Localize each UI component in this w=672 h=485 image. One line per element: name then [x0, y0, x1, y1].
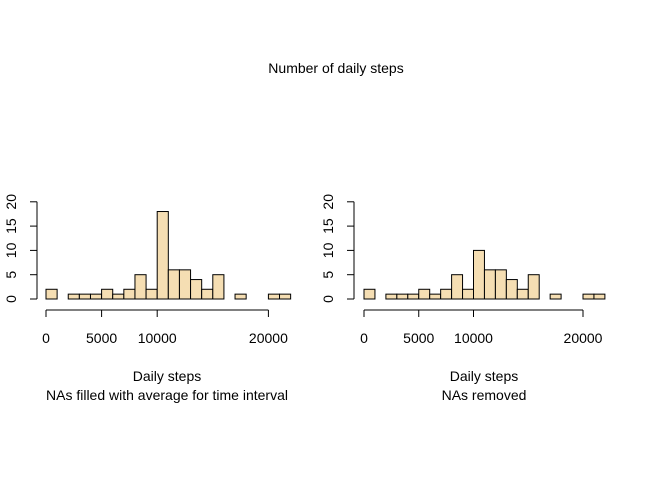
histogram-bar [134, 274, 147, 300]
y-tick-label: 0 [320, 295, 336, 303]
histogram-bar [89, 293, 103, 300]
histogram-bar [527, 274, 540, 300]
x-tick-label: 5000 [86, 330, 117, 346]
histogram-bar [167, 269, 180, 300]
histogram-bar [451, 274, 464, 300]
histogram-bar [549, 293, 562, 300]
histogram-bar [582, 293, 595, 300]
histogram-bar [363, 288, 376, 300]
histogram-bar [440, 288, 453, 300]
histogram-bar [201, 288, 214, 300]
y-tick-label: 15 [3, 218, 19, 234]
histogram-bar [429, 293, 442, 300]
histogram-bar [418, 288, 431, 300]
x-axis-label: Daily steps [133, 368, 201, 384]
x-tick-label: 10000 [138, 330, 177, 346]
y-tick-label: 20 [320, 194, 336, 210]
y-tick-label: 10 [320, 242, 336, 258]
x-tick-label: 20000 [564, 330, 603, 346]
x-axis: 0 5000 10000 20000 [360, 309, 603, 346]
histogram-bar [112, 293, 125, 300]
main-title: Number of daily steps [268, 60, 403, 76]
histogram-bar [407, 293, 420, 300]
y-tick-label: 15 [320, 218, 336, 234]
x-tick-label: 0 [360, 330, 368, 346]
y-axis: 0 5 10 15 20 [3, 194, 38, 303]
histogram-bar [178, 269, 192, 300]
x-tick-label: 5000 [403, 330, 434, 346]
panel-subtitle: NAs filled with average for time interva… [46, 387, 288, 403]
histogram-panel-filled: 0 5 10 15 20 0 5000 10000 20000 Daily steps NAs… [3, 194, 292, 403]
histogram-bar [212, 274, 225, 300]
histogram-bar [101, 288, 114, 300]
histogram-bar [67, 293, 80, 300]
histogram-bar [516, 288, 529, 300]
y-tick-label: 0 [3, 295, 19, 303]
histogram-bar [505, 279, 518, 300]
histogram-bar [156, 211, 169, 300]
y-tick-label: 5 [3, 271, 19, 279]
histogram-bar [78, 293, 91, 300]
histogram-bar [267, 293, 281, 300]
histogram-bar [385, 293, 398, 300]
histogram-bar [483, 269, 496, 300]
histogram-bar [279, 293, 292, 300]
x-axis-label: Daily steps [450, 368, 518, 384]
y-axis: 0 5 10 15 20 [320, 194, 355, 303]
histogram-bar [396, 293, 409, 300]
histogram-bar [190, 279, 203, 300]
histogram-bar [494, 269, 507, 300]
x-tick-label: 0 [42, 330, 50, 346]
histogram-bar [593, 293, 606, 300]
histogram-bar [123, 288, 136, 300]
histogram-panel-removed: 0 5 10 15 20 0 5000 10000 20000 Daily steps NAs… [320, 194, 606, 403]
histogram-bar [462, 288, 474, 300]
x-axis: 0 5000 10000 20000 [42, 309, 288, 346]
y-tick-label: 20 [3, 194, 19, 210]
histogram-bar [234, 293, 247, 300]
histogram-bar [473, 249, 485, 300]
histogram-bar [45, 288, 58, 300]
y-tick-label: 5 [320, 271, 336, 279]
y-tick-label: 10 [3, 242, 19, 258]
bars-group [45, 211, 292, 300]
panel-subtitle: NAs removed [442, 387, 527, 403]
x-tick-label: 20000 [249, 330, 288, 346]
bars-group [363, 249, 606, 300]
x-tick-label: 10000 [454, 330, 493, 346]
histogram-bar [145, 288, 158, 300]
